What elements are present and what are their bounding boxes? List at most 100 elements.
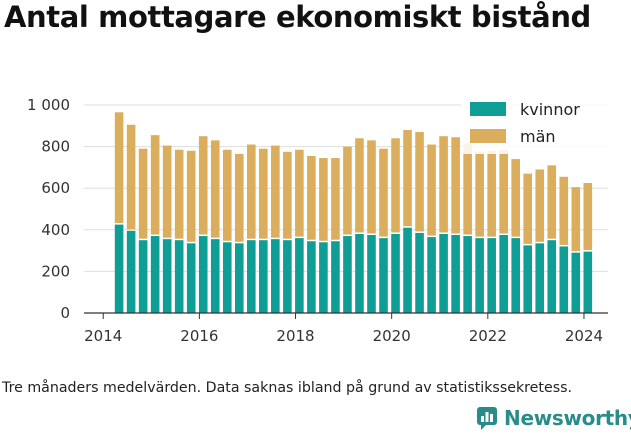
bar-man xyxy=(295,149,304,237)
bar-man xyxy=(234,153,244,242)
bar-kvinnor xyxy=(174,240,184,313)
bar-man xyxy=(126,124,136,230)
legend-label: kvinnor xyxy=(520,100,580,119)
bar-kvinnor xyxy=(138,240,148,313)
x-tick-label: 2022 xyxy=(469,327,507,345)
y-tick-label: 800 xyxy=(41,138,70,156)
bars xyxy=(114,112,593,313)
bar-man xyxy=(259,148,268,239)
legend-swatch xyxy=(470,129,506,143)
y-tick-label: 200 xyxy=(41,262,70,280)
bar-kvinnor xyxy=(307,241,316,313)
y-tick-label: 1 000 xyxy=(27,96,70,114)
bar-man xyxy=(271,145,280,238)
bar-man xyxy=(487,150,496,237)
bar-kvinnor xyxy=(463,236,472,313)
bar-man xyxy=(355,138,364,233)
bar-kvinnor xyxy=(451,235,460,313)
bar-man xyxy=(475,151,484,237)
bar-kvinnor xyxy=(403,227,412,313)
brand-name: Newsworthy xyxy=(504,406,631,430)
bar-man xyxy=(463,143,472,235)
y-tick-label: 600 xyxy=(41,179,70,197)
bar-kvinnor xyxy=(535,243,545,313)
bar-man xyxy=(427,144,436,236)
bar-kvinnor xyxy=(162,239,172,313)
bar-man xyxy=(391,138,400,233)
bar-kvinnor xyxy=(415,232,424,313)
bar-kvinnor xyxy=(427,237,436,313)
bar-man xyxy=(343,146,352,235)
bar-kvinnor xyxy=(319,242,328,313)
bar-kvinnor xyxy=(246,240,256,313)
bar-man xyxy=(283,151,292,239)
bar-man xyxy=(499,149,508,234)
bar-kvinnor xyxy=(475,238,484,313)
x-tick-label: 2014 xyxy=(84,327,122,345)
bar-kvinnor xyxy=(355,233,364,313)
bar-man xyxy=(319,158,328,241)
bar-man xyxy=(138,148,148,239)
bar-man xyxy=(174,149,184,239)
bar-kvinnor xyxy=(114,224,124,313)
bar-kvinnor xyxy=(150,236,160,313)
bar-kvinnor xyxy=(271,239,280,313)
bar-man xyxy=(331,158,340,240)
bar-man xyxy=(547,165,557,239)
bar-man xyxy=(198,136,208,235)
bar-kvinnor xyxy=(559,246,569,313)
legend: kvinnor män xyxy=(461,96,611,154)
bar-man xyxy=(535,169,545,242)
bar-kvinnor xyxy=(126,230,136,313)
x-axis: 2014 2016 2018 2020 2022 2024 xyxy=(84,312,608,345)
x-tick-label: 2020 xyxy=(373,327,411,345)
y-axis: 0 200 400 600 800 1 000 xyxy=(27,96,70,322)
bar-man xyxy=(307,155,316,240)
bar-kvinnor xyxy=(259,240,268,313)
brand-logo: Newsworthy xyxy=(476,406,631,430)
bar-kvinnor xyxy=(499,235,508,313)
y-tick-label: 400 xyxy=(41,221,70,239)
bar-kvinnor xyxy=(343,236,352,313)
bar-kvinnor xyxy=(523,245,533,313)
legend-swatch xyxy=(470,102,506,116)
bar-kvinnor xyxy=(391,233,400,313)
bar-kvinnor xyxy=(367,235,376,313)
bar-kvinnor xyxy=(222,242,232,313)
x-tick-label: 2016 xyxy=(180,327,218,345)
bar-kvinnor xyxy=(379,238,388,313)
y-tick-label: 0 xyxy=(60,304,70,322)
bar-kvinnor xyxy=(487,238,496,313)
bar-man xyxy=(222,149,232,241)
bar-kvinnor xyxy=(234,243,244,313)
bar-man xyxy=(583,183,593,251)
bar-kvinnor xyxy=(439,233,448,313)
bar-man xyxy=(451,137,460,234)
bar-man xyxy=(114,112,124,224)
bar-man xyxy=(439,136,448,233)
bar-kvinnor xyxy=(547,240,557,313)
bar-kvinnor xyxy=(210,239,220,313)
bar-man xyxy=(379,148,388,237)
bar-kvinnor xyxy=(571,252,581,313)
x-tick-label: 2018 xyxy=(276,327,314,345)
x-tick-label: 2024 xyxy=(565,327,603,345)
bar-kvinnor xyxy=(295,238,304,313)
bar-kvinnor xyxy=(283,240,292,313)
bar-man xyxy=(403,129,412,227)
bar-man xyxy=(150,135,160,235)
bar-kvinnor xyxy=(186,243,196,313)
bar-kvinnor xyxy=(583,251,593,313)
bar-man xyxy=(367,140,376,234)
bar-man xyxy=(210,140,220,238)
bar-man xyxy=(523,173,533,244)
bar-kvinnor xyxy=(198,236,208,313)
bar-man xyxy=(415,132,424,232)
bar-man xyxy=(571,187,581,252)
newsworthy-logo-icon xyxy=(477,407,497,430)
bar-kvinnor xyxy=(331,241,340,313)
chart-caption: Tre månaders medelvärden. Data saknas ib… xyxy=(2,380,572,396)
bar-man xyxy=(162,145,172,238)
bar-man xyxy=(511,159,520,237)
